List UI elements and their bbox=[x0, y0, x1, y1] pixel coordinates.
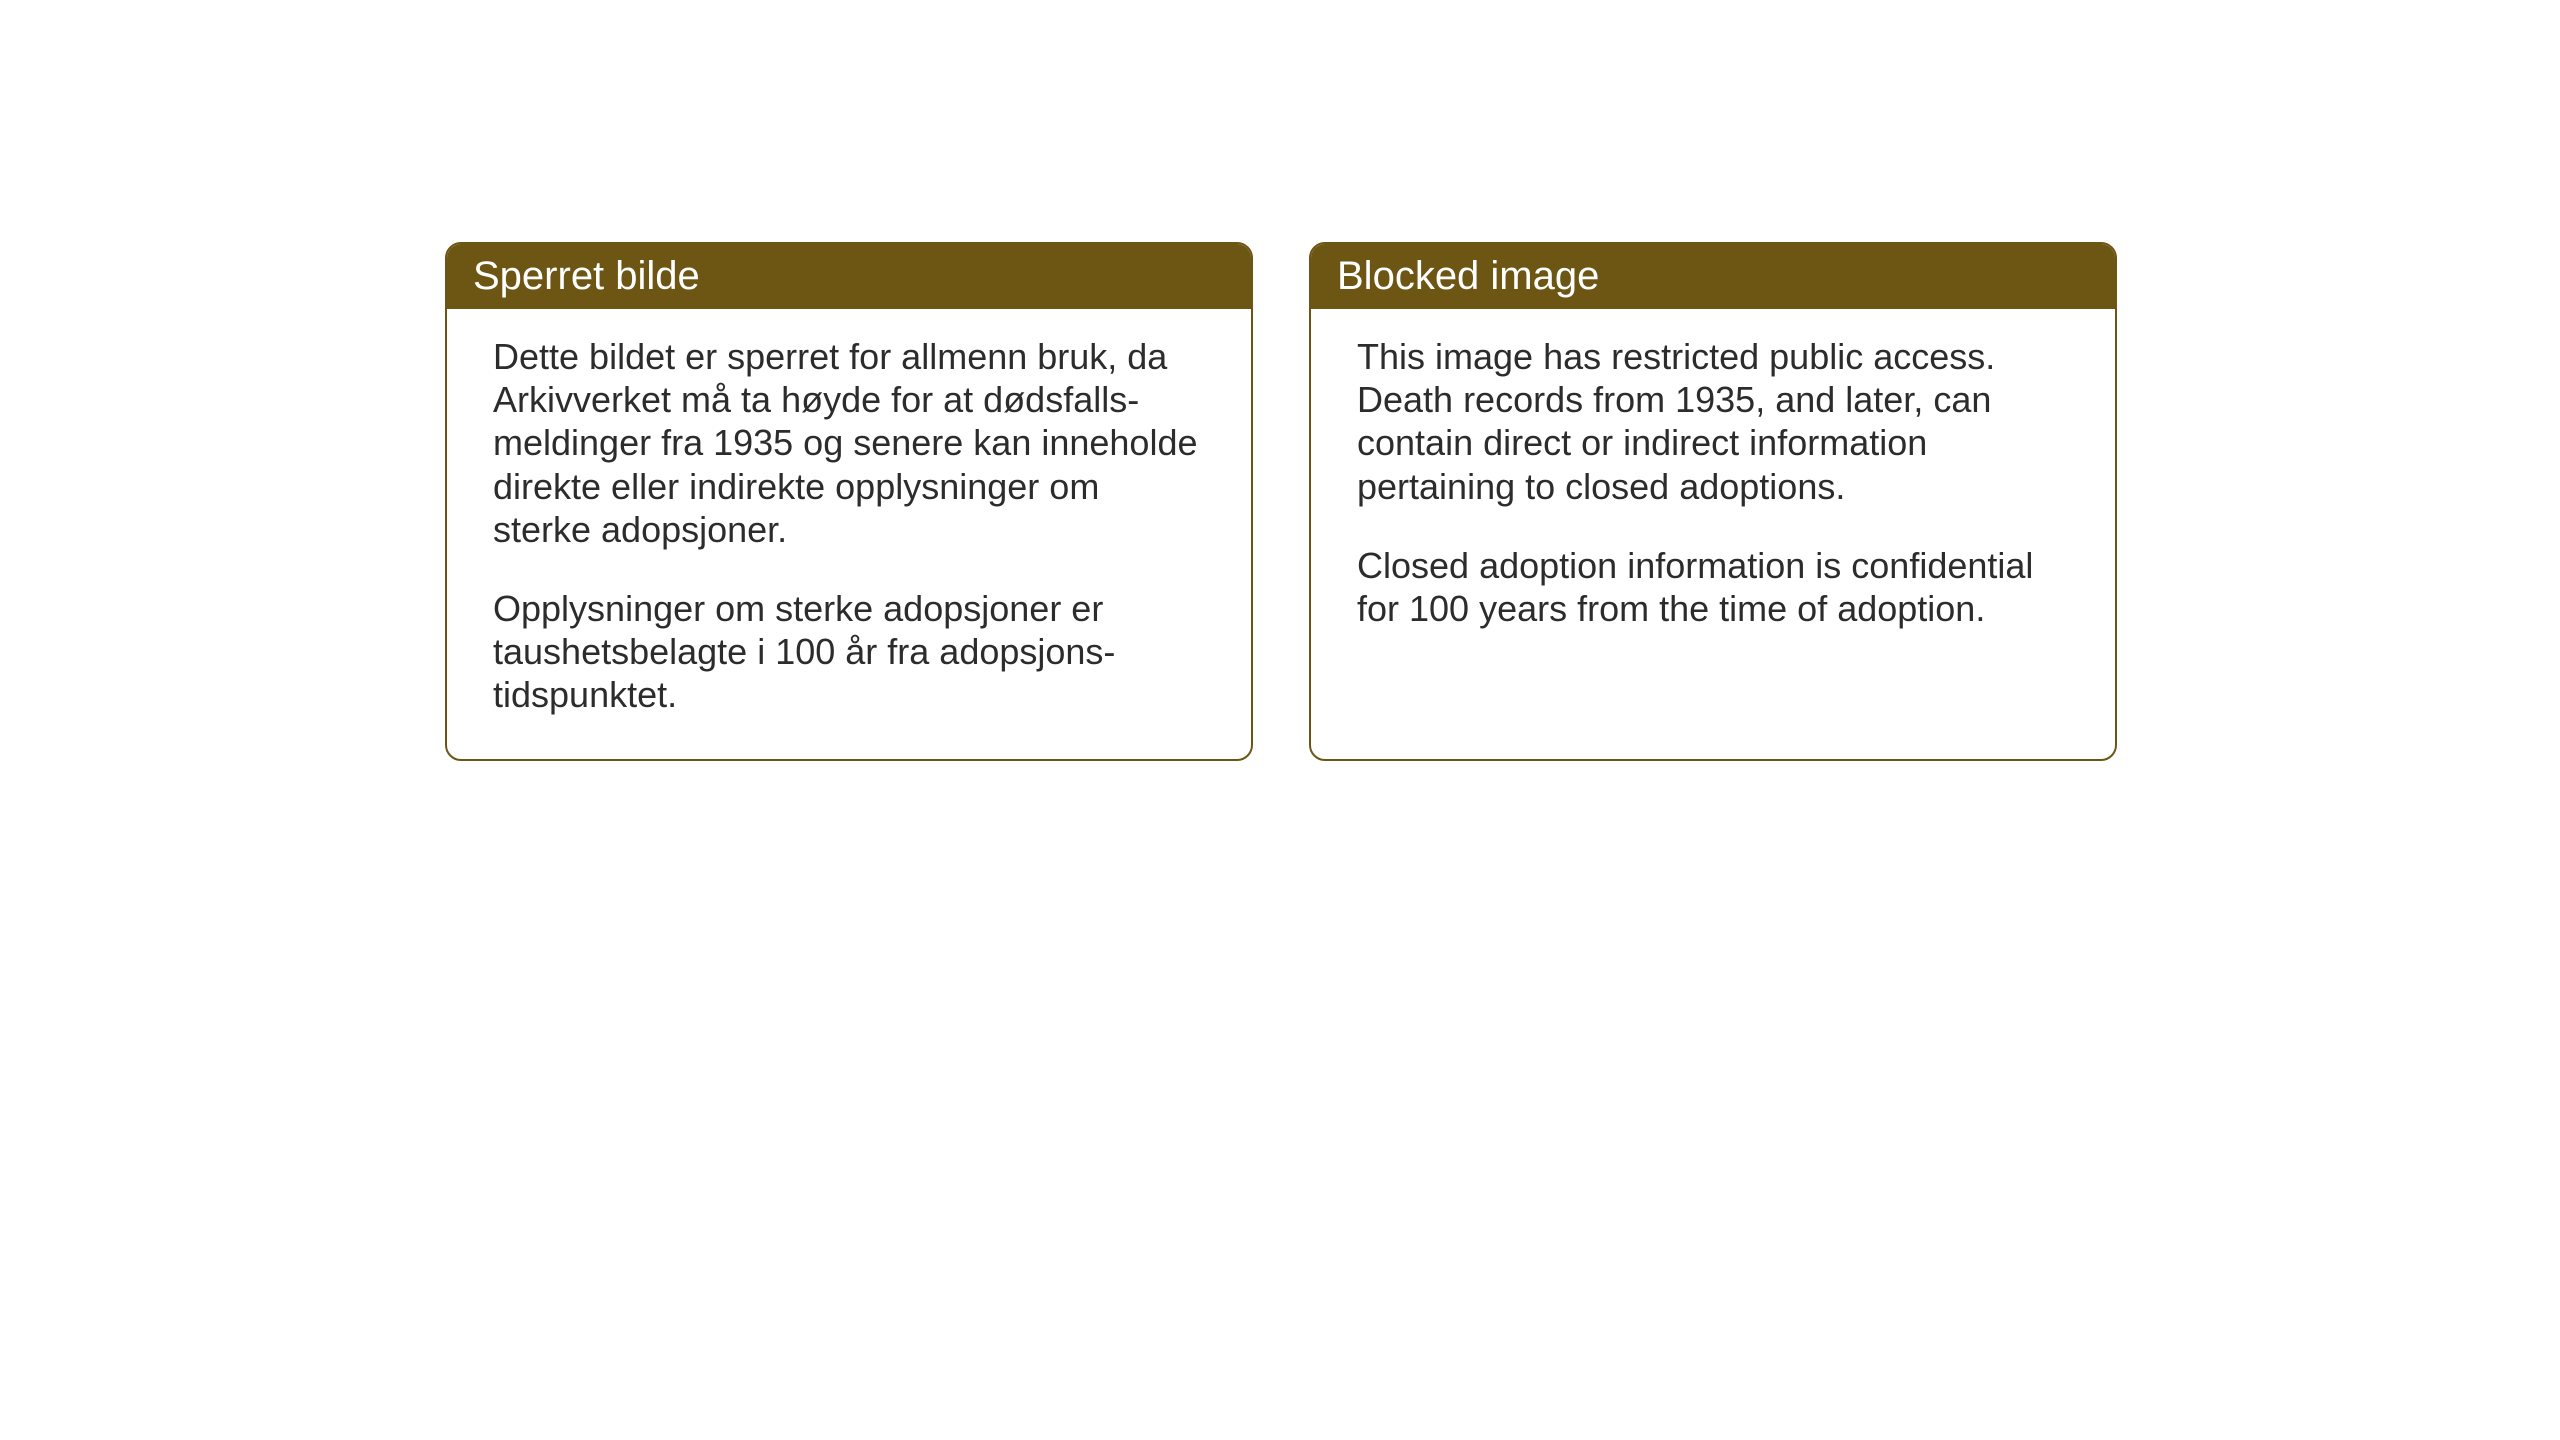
cards-container: Sperret bilde Dette bildet er sperret fo… bbox=[445, 242, 2117, 761]
card-norwegian-body: Dette bildet er sperret for allmenn bruk… bbox=[447, 309, 1251, 759]
card-english-paragraph-2: Closed adoption information is confident… bbox=[1357, 544, 2069, 630]
card-english-header: Blocked image bbox=[1311, 244, 2115, 309]
card-norwegian-paragraph-1: Dette bildet er sperret for allmenn bruk… bbox=[493, 335, 1205, 551]
card-english: Blocked image This image has restricted … bbox=[1309, 242, 2117, 761]
card-english-paragraph-1: This image has restricted public access.… bbox=[1357, 335, 2069, 508]
card-english-body: This image has restricted public access.… bbox=[1311, 309, 2115, 672]
card-norwegian-paragraph-2: Opplysninger om sterke adopsjoner er tau… bbox=[493, 587, 1205, 717]
card-norwegian: Sperret bilde Dette bildet er sperret fo… bbox=[445, 242, 1253, 761]
card-norwegian-header: Sperret bilde bbox=[447, 244, 1251, 309]
